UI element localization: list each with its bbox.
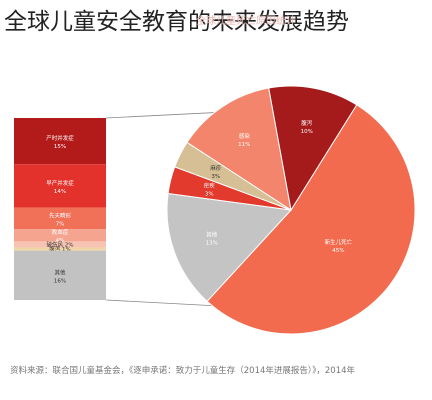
bar-segment-label: 先天畸形 <box>49 211 72 219</box>
bar-segment-percent: 16% <box>54 278 66 284</box>
pie-slice-label: 其他 <box>206 231 218 239</box>
pie-slice-percent: 13% <box>206 241 218 247</box>
bar-segment <box>14 241 106 248</box>
pie-slice-percent: 3% <box>205 192 214 198</box>
pie-slice-percent: 10% <box>301 129 313 135</box>
stacked-bar: 产时并发症 15% 早产并发症 14% 先天畸形 7%败血症 4%破伤风 2%腹泻 1% 其他… <box>14 118 106 300</box>
bar-segment <box>14 164 106 208</box>
pie-slice-label: 腹泻 <box>301 119 313 127</box>
pie-chart: 新生儿死亡 45% 其他 13% 疟疾 3% 麻疹 3% 感染 11% 腹泻 10% <box>166 85 416 335</box>
bar-segment-percent: 15% <box>54 144 66 150</box>
bar-segment <box>14 247 106 251</box>
page-title: 全球儿童安全教育的未来发展趋势 <box>4 9 349 35</box>
connector-line <box>105 299 213 306</box>
bar-segment-percent: 14% <box>54 189 66 195</box>
pie-slice <box>268 85 358 212</box>
pie-slice <box>206 104 416 335</box>
pie-slice-label: 疟疾 <box>204 182 216 190</box>
bar-segment-label: 早产并发症 <box>46 179 74 187</box>
source-note: 资料来源：联合国儿童基金会，《逐申承诺：致力于儿童生存（2014年进展报告）》，… <box>10 366 356 376</box>
bar-segment <box>14 207 106 230</box>
bar-segment-label: 产时并发症 <box>46 134 74 142</box>
bar-segment-percent: 7% <box>56 221 65 227</box>
bar-segment-label: 腹泻 1% <box>49 245 70 253</box>
pie-slice-label: 麻疹 <box>210 164 222 172</box>
bar-segment-label: 破伤风 2% <box>47 241 74 249</box>
pie-slice-percent: 45% <box>332 248 344 254</box>
pie-slice <box>166 192 293 302</box>
bar-segment-percent: 4% <box>56 238 65 244</box>
bar-segment <box>14 118 106 165</box>
pie-slice <box>186 87 292 212</box>
bar-segment-label: 其他 <box>54 268 66 276</box>
pie-slice-percent: 3% <box>211 174 220 180</box>
bar-segment <box>14 229 106 242</box>
bar-segment <box>14 250 106 300</box>
bar-segment-label: 败血症 <box>52 228 69 236</box>
pie-slice-label: 感染 <box>239 132 251 140</box>
faint-header-text: 全球儿童死亡原因统计 <box>196 16 296 27</box>
pie-slice-label: 新生儿死亡 <box>325 238 353 246</box>
pie-slice-percent: 11% <box>238 142 250 148</box>
